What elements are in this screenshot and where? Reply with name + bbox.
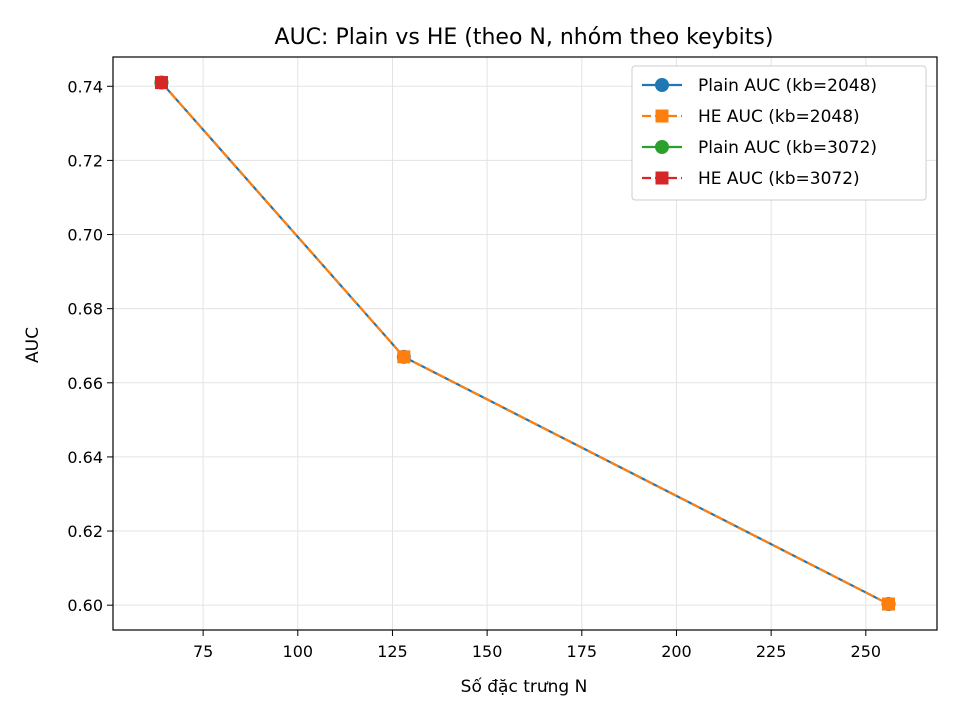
y-tick-label: 0.72 — [67, 151, 103, 170]
x-tick-label: 225 — [756, 642, 787, 661]
data-point — [154, 76, 168, 90]
x-tick-label: 125 — [377, 642, 408, 661]
y-tick-label: 0.70 — [67, 226, 103, 245]
x-tick-label: 100 — [283, 642, 314, 661]
legend-label: Plain AUC (kb=2048) — [698, 76, 877, 96]
y-tick-label: 0.60 — [67, 596, 103, 615]
x-axis-label: Số đặc trưng N — [461, 676, 588, 697]
legend-label: Plain AUC (kb=3072) — [698, 138, 877, 158]
y-tick-label: 0.62 — [67, 522, 103, 541]
plot-frame — [112, 56, 938, 631]
legend-marker — [655, 78, 669, 92]
legend-box — [631, 65, 927, 201]
legend-item: HE AUC (kb=3072) — [642, 169, 860, 189]
series-4 — [154, 76, 168, 90]
legend-item: Plain AUC (kb=2048) — [642, 76, 877, 96]
y-tick-label: 0.74 — [67, 77, 103, 96]
x-tick-label: 75 — [193, 642, 213, 661]
chart-title: AUC: Plain vs HE (theo N, nhóm theo keyb… — [275, 25, 774, 50]
y-axis-label: AUC — [23, 327, 43, 363]
legend-item: HE AUC (kb=2048) — [642, 107, 860, 127]
legend-label: HE AUC (kb=3072) — [698, 169, 860, 189]
legend-item: Plain AUC (kb=3072) — [642, 138, 877, 158]
x-tick-label: 200 — [661, 642, 692, 661]
y-tick-label: 0.64 — [67, 448, 103, 467]
legend-marker — [655, 171, 669, 185]
x-tick-label: 175 — [567, 642, 598, 661]
data-point — [397, 350, 411, 364]
legend-marker — [655, 140, 669, 154]
y-tick-label: 0.66 — [67, 374, 103, 393]
legend-marker — [655, 109, 669, 123]
x-tick-label: 250 — [851, 642, 882, 661]
x-tick-label: 150 — [472, 642, 503, 661]
data-point — [882, 597, 896, 611]
legend-label: HE AUC (kb=2048) — [698, 107, 860, 127]
axis-ticks: 75 100 125 150 175 200 225 250 0.60 0.62 0.64 0.66 0… — [67, 77, 881, 661]
plot-series — [154, 75, 896, 612]
y-tick-label: 0.68 — [67, 300, 103, 319]
legend: Plain AUC (kb=2048) HE AUC (kb=2048) Plain… — [631, 65, 927, 201]
